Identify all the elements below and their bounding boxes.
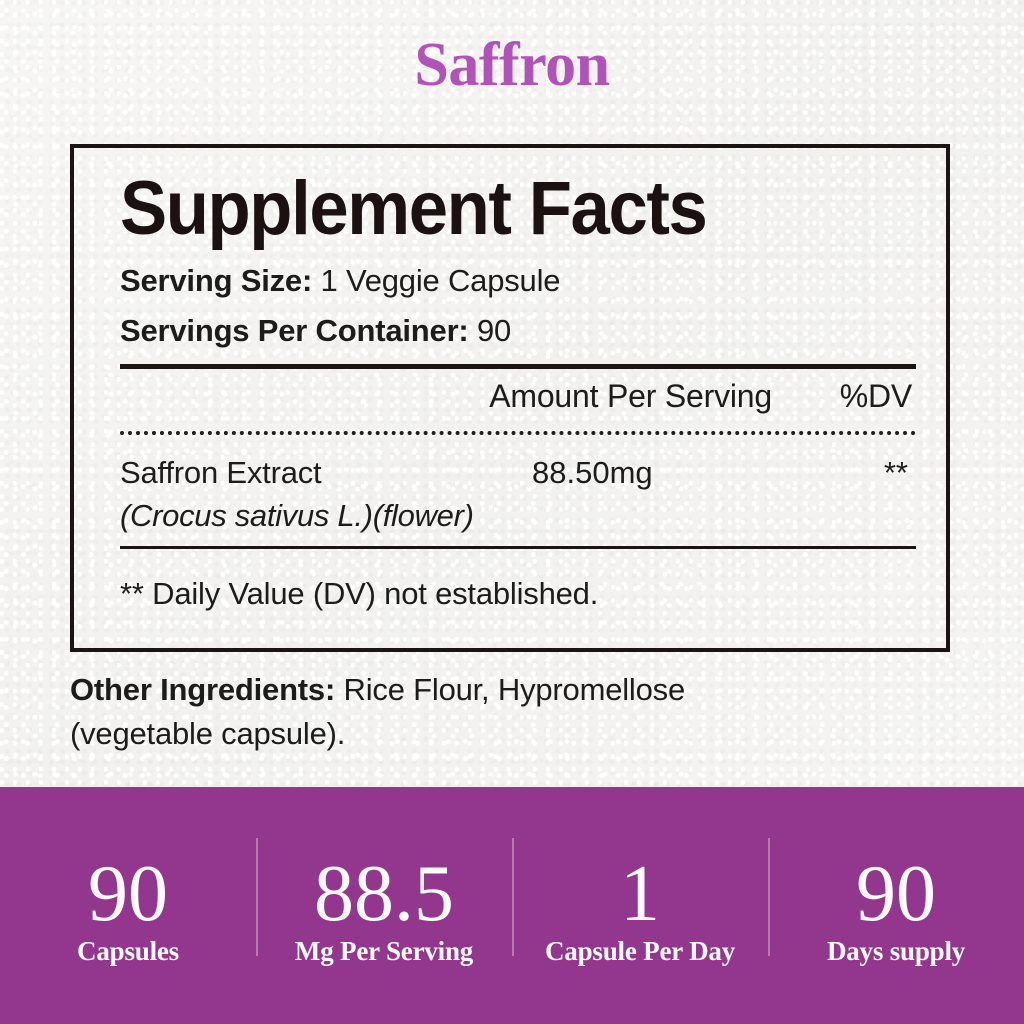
stat-capsules: 90 Capsules <box>0 844 256 968</box>
stat-days-supply: 90 Days supply <box>768 837 1024 968</box>
nutrient-percent-dv: ** <box>883 455 908 490</box>
column-header-amount-per-serving: Amount Per Serving <box>489 378 772 414</box>
stat-capsule-per-day: 1 Capsule Per Day <box>512 837 768 968</box>
supplement-facts-heading: Supplement Facts <box>120 166 708 251</box>
servings-per-container-value: 90 <box>476 313 512 348</box>
table-column-headers: Amount Per Serving %DV <box>120 373 916 419</box>
divider-thin-bottom <box>120 546 916 549</box>
daily-value-footnote: ** Daily Value (DV) not established. <box>120 576 599 611</box>
stat-capsules-value: 90 <box>88 849 168 938</box>
stat-mg-per-serving-label: Mg Per Serving <box>294 935 474 966</box>
stat-capsule-per-day-value: 1 <box>620 849 660 938</box>
serving-size-value: 1 Veggie Capsule <box>320 263 561 298</box>
servings-per-container-row: Servings Per Container: 90 <box>120 306 916 356</box>
nutrient-botanical-name: (Crocus sativus L.)(flower) <box>120 498 474 533</box>
supplement-facts-panel: Supplement Facts Serving Size: 1 Veggie … <box>70 144 950 652</box>
stat-mg-per-serving: 88.5 Mg Per Serving <box>256 837 512 968</box>
serving-size-row: Serving Size: 1 Veggie Capsule <box>120 256 916 306</box>
servings-per-container-label: Servings Per Container: <box>120 313 477 348</box>
stat-capsule-per-day-label: Capsule Per Day <box>545 935 735 966</box>
other-ingredients-value: Rice Flour, Hypromellose (vegetable caps… <box>70 672 685 751</box>
stat-days-supply-value: 90 <box>856 849 936 938</box>
product-title: Saffron <box>414 31 610 99</box>
stat-mg-per-serving-value: 88.5 <box>314 849 454 938</box>
nutrient-amount: 88.50mg <box>532 455 653 490</box>
other-ingredients-section: Other Ingredients: Rice Flour, Hypromell… <box>70 668 830 756</box>
serving-size-label: Serving Size: <box>120 263 321 298</box>
table-row: Saffron Extract 88.50mg ** <box>120 453 916 493</box>
supplement-facts-content: Supplement Facts Serving Size: 1 Veggie … <box>120 162 916 617</box>
stat-days-supply-label: Days supply <box>826 935 966 966</box>
divider-dotted <box>120 431 916 435</box>
column-header-percent-dv: %DV <box>839 378 913 414</box>
divider-thick-top <box>120 364 916 369</box>
other-ingredients-label: Other Ingredients: <box>70 672 344 707</box>
stat-capsules-label: Capsules <box>77 935 179 966</box>
stats-footer-band: 90 Capsules 88.5 Mg Per Serving 1 Capsul… <box>0 787 1024 1024</box>
nutrient-name: Saffron Extract <box>120 455 322 490</box>
nutrient-name-group: Saffron Extract <box>120 453 532 493</box>
